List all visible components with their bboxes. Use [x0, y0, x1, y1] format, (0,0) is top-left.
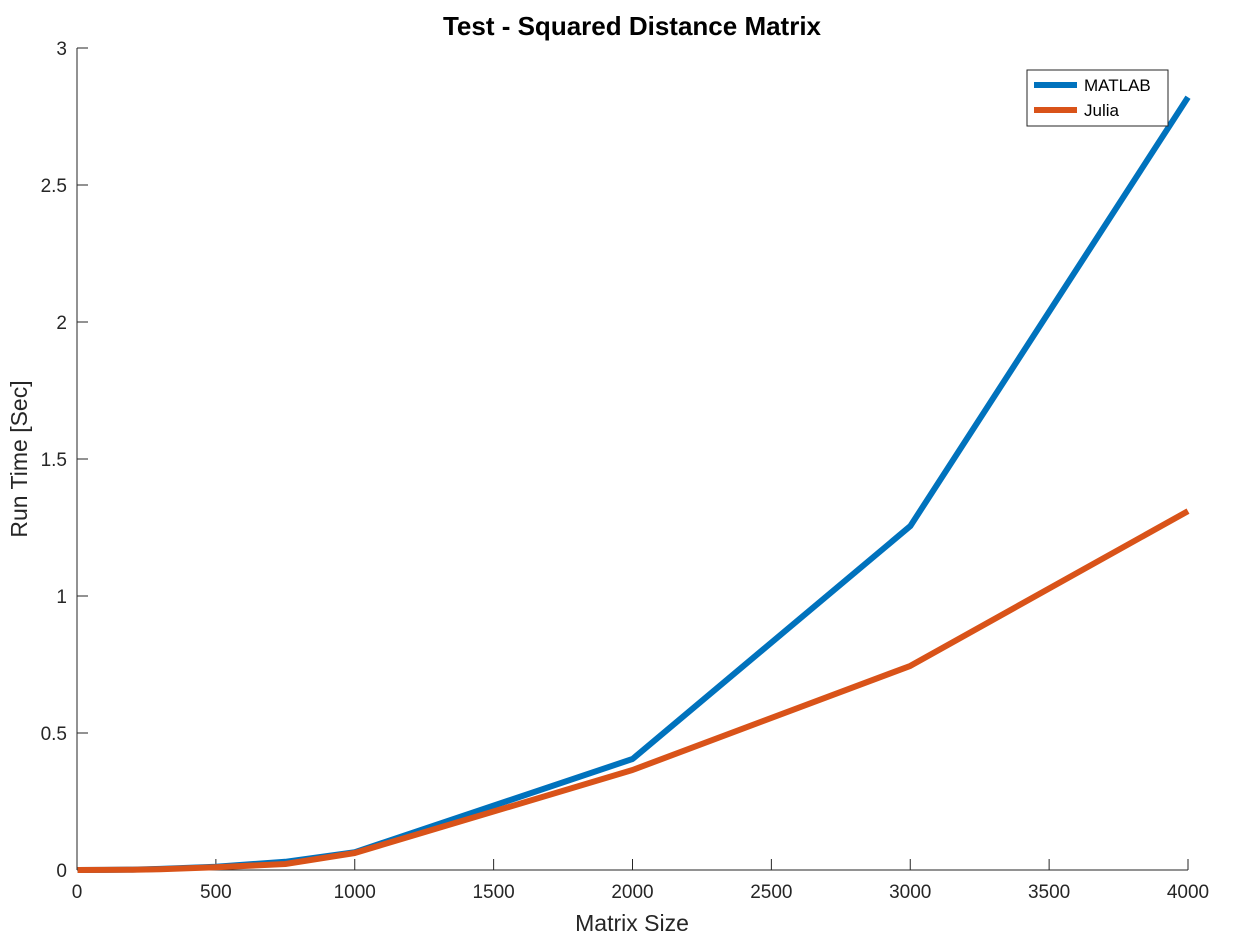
y-tick-label: 2.5 [41, 176, 67, 197]
chart-title: Test - Squared Distance Matrix [443, 11, 822, 41]
y-tick-label: 1.5 [41, 450, 67, 471]
axis-ticks: 0 500 1000 1500 2000 2500 3000 3500 4000 0 0.5 1 1.5… [41, 39, 1210, 903]
x-tick-label: 3000 [889, 882, 931, 903]
x-tick-label: 1000 [334, 882, 376, 903]
series-line-matlab [77, 95, 1191, 873]
y-tick-label: 3 [56, 39, 67, 60]
axes [76, 48, 1188, 871]
x-tick-label: 4000 [1167, 882, 1209, 903]
x-tick-label: 500 [200, 882, 232, 903]
y-tick-label: 2 [56, 313, 67, 334]
x-axis-title: Matrix Size [575, 910, 689, 936]
legend-label-julia: Julia [1084, 101, 1120, 120]
x-tick-label: 2500 [750, 882, 792, 903]
x-tick-label: 2000 [611, 882, 653, 903]
series-line-julia [77, 508, 1190, 873]
legend-label-matlab: MATLAB [1084, 76, 1151, 95]
y-tick-label: 1 [56, 587, 67, 608]
y-axis-title: Run Time [Sec] [6, 380, 32, 537]
x-tick-label: 1500 [472, 882, 514, 903]
y-tick-label: 0.5 [41, 724, 67, 745]
series-lines [77, 95, 1191, 873]
legend-box [1026, 69, 1169, 127]
y-tick-label: 0 [56, 861, 67, 882]
x-tick-label: 3500 [1028, 882, 1070, 903]
x-tick-label: 0 [72, 882, 83, 903]
legend: MATLAB Julia [1026, 69, 1169, 127]
